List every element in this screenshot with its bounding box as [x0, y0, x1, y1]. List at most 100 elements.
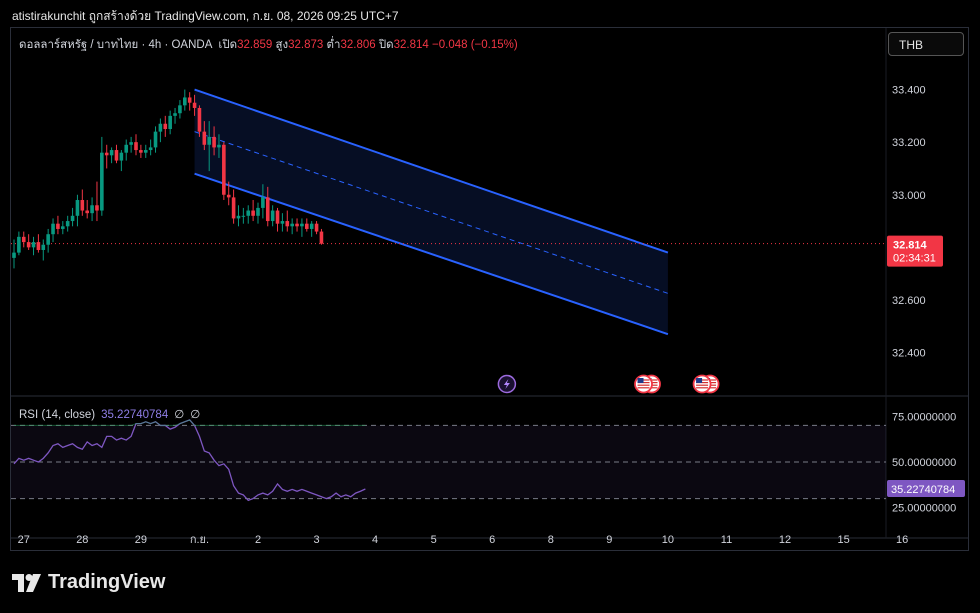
open-value: 32.859: [237, 39, 273, 51]
time-axis-tick: 10: [662, 534, 674, 546]
tradingview-logo: TradingView: [12, 571, 165, 594]
candle-body: [256, 207, 260, 216]
candle: [236, 205, 241, 227]
lightning-icon-bolt: [503, 379, 510, 389]
candle: [90, 197, 94, 222]
candle-body: [275, 210, 280, 224]
candle-body: [280, 221, 285, 224]
candle-body: [173, 113, 177, 116]
rsi-band-fill: [11, 425, 886, 499]
candle: [275, 207, 280, 232]
rsi-na-2: ∅: [190, 409, 201, 421]
candle: [261, 184, 265, 219]
time-axis-tick: 15: [837, 534, 849, 546]
candle-body: [183, 97, 187, 106]
rsi-label: RSI (14, close): [19, 409, 96, 421]
candle-body: [309, 223, 314, 229]
candle-body: [314, 223, 319, 232]
candle-body: [207, 136, 211, 145]
time-axis-tick: 6: [489, 534, 495, 546]
candle: [231, 189, 236, 224]
close-label: ปิด: [378, 39, 394, 51]
candle: [246, 205, 251, 224]
candle-body: [41, 244, 46, 250]
candle-body: [285, 221, 290, 227]
candle-body: [231, 197, 236, 219]
rsi-overbought-line: [14, 419, 366, 426]
time-axis-tick: 9: [606, 534, 612, 546]
candle: [256, 202, 260, 224]
symbol-name: ดอลลาร์สหรัฐ / บาทไทย · 4h · OANDA: [19, 39, 213, 51]
rsi-value: 35.22740784: [101, 409, 169, 421]
price-axis-tick: 33.400: [892, 85, 926, 97]
candle-body: [300, 223, 304, 227]
candle-body: [114, 150, 119, 161]
candle-body: [246, 210, 251, 216]
time-axis-tick: 8: [548, 534, 554, 546]
us-flag-icon-canton: [696, 378, 703, 383]
chart-header-caption: atistirakunchit ถูกสร้างด้วย TradingView…: [12, 9, 399, 23]
candle: [251, 200, 255, 222]
candle: [212, 126, 216, 156]
rsi-axis-tick: 50.00000000: [892, 457, 956, 469]
candle: [295, 218, 299, 232]
candle: [21, 231, 26, 248]
time-axis-tick: 28: [76, 534, 88, 546]
candle: [290, 218, 294, 235]
candle: [124, 139, 129, 161]
rsi-value-tag: 35.22740784: [887, 480, 965, 498]
chart-frame: 33.400 33.200 33.000 32.600 32.400 32.814 02:3…: [10, 27, 969, 551]
candle: [51, 218, 55, 243]
candle: [119, 150, 124, 172]
candle: [143, 144, 148, 158]
candle: [280, 213, 285, 232]
chart-canvas[interactable]: 33.40033.20033.00032.60032.40032.81402:3…: [11, 28, 968, 550]
time-axis-tick: 16: [896, 534, 908, 546]
time-axis-tick: 27: [18, 534, 30, 546]
candle: [70, 207, 75, 227]
low-value: 32.806: [340, 39, 376, 51]
candle-body: [85, 210, 89, 214]
time-axis-tick: 11: [721, 534, 732, 546]
candle-body: [295, 223, 299, 227]
candle: [12, 239, 16, 269]
low-label: ต่ำ: [326, 39, 341, 51]
candle-body: [192, 102, 197, 108]
candle-body: [61, 226, 65, 229]
candle-body: [75, 200, 80, 216]
candle: [26, 234, 31, 250]
candle-body: [80, 200, 85, 211]
channel-lower-line: [194, 172, 669, 336]
candle: [17, 231, 21, 256]
candle-body: [65, 221, 70, 227]
candle: [187, 92, 192, 111]
candle-body: [95, 205, 99, 211]
rsi-value-tag-bg: [887, 480, 965, 498]
candle: [158, 118, 163, 143]
time-axis-tick: 5: [431, 534, 437, 546]
us-flag-icon-canton: [637, 378, 644, 383]
candle: [168, 110, 172, 135]
candle-body: [109, 150, 114, 156]
candle: [75, 194, 80, 227]
currency-button[interactable]: THB: [888, 32, 964, 56]
candle: [319, 228, 324, 245]
last-price-tag-countdown: 02:34:31: [893, 253, 936, 265]
candle: [309, 221, 314, 237]
time-axis-tick: 2: [255, 534, 261, 546]
candle: [202, 121, 207, 151]
candle-body: [12, 252, 16, 258]
lightning-icon: [497, 374, 517, 394]
candle: [95, 181, 99, 222]
time-axis-tick: 29: [135, 534, 147, 546]
candle-body: [51, 223, 55, 235]
candle: [61, 221, 65, 235]
candle-body: [226, 194, 231, 198]
candle: [300, 218, 304, 237]
price-axis-tick: 33.000: [892, 190, 926, 202]
candle-body: [129, 142, 133, 145]
candle: [207, 121, 211, 172]
price-axis-tick: 32.600: [892, 295, 926, 307]
candle-body: [222, 144, 226, 195]
